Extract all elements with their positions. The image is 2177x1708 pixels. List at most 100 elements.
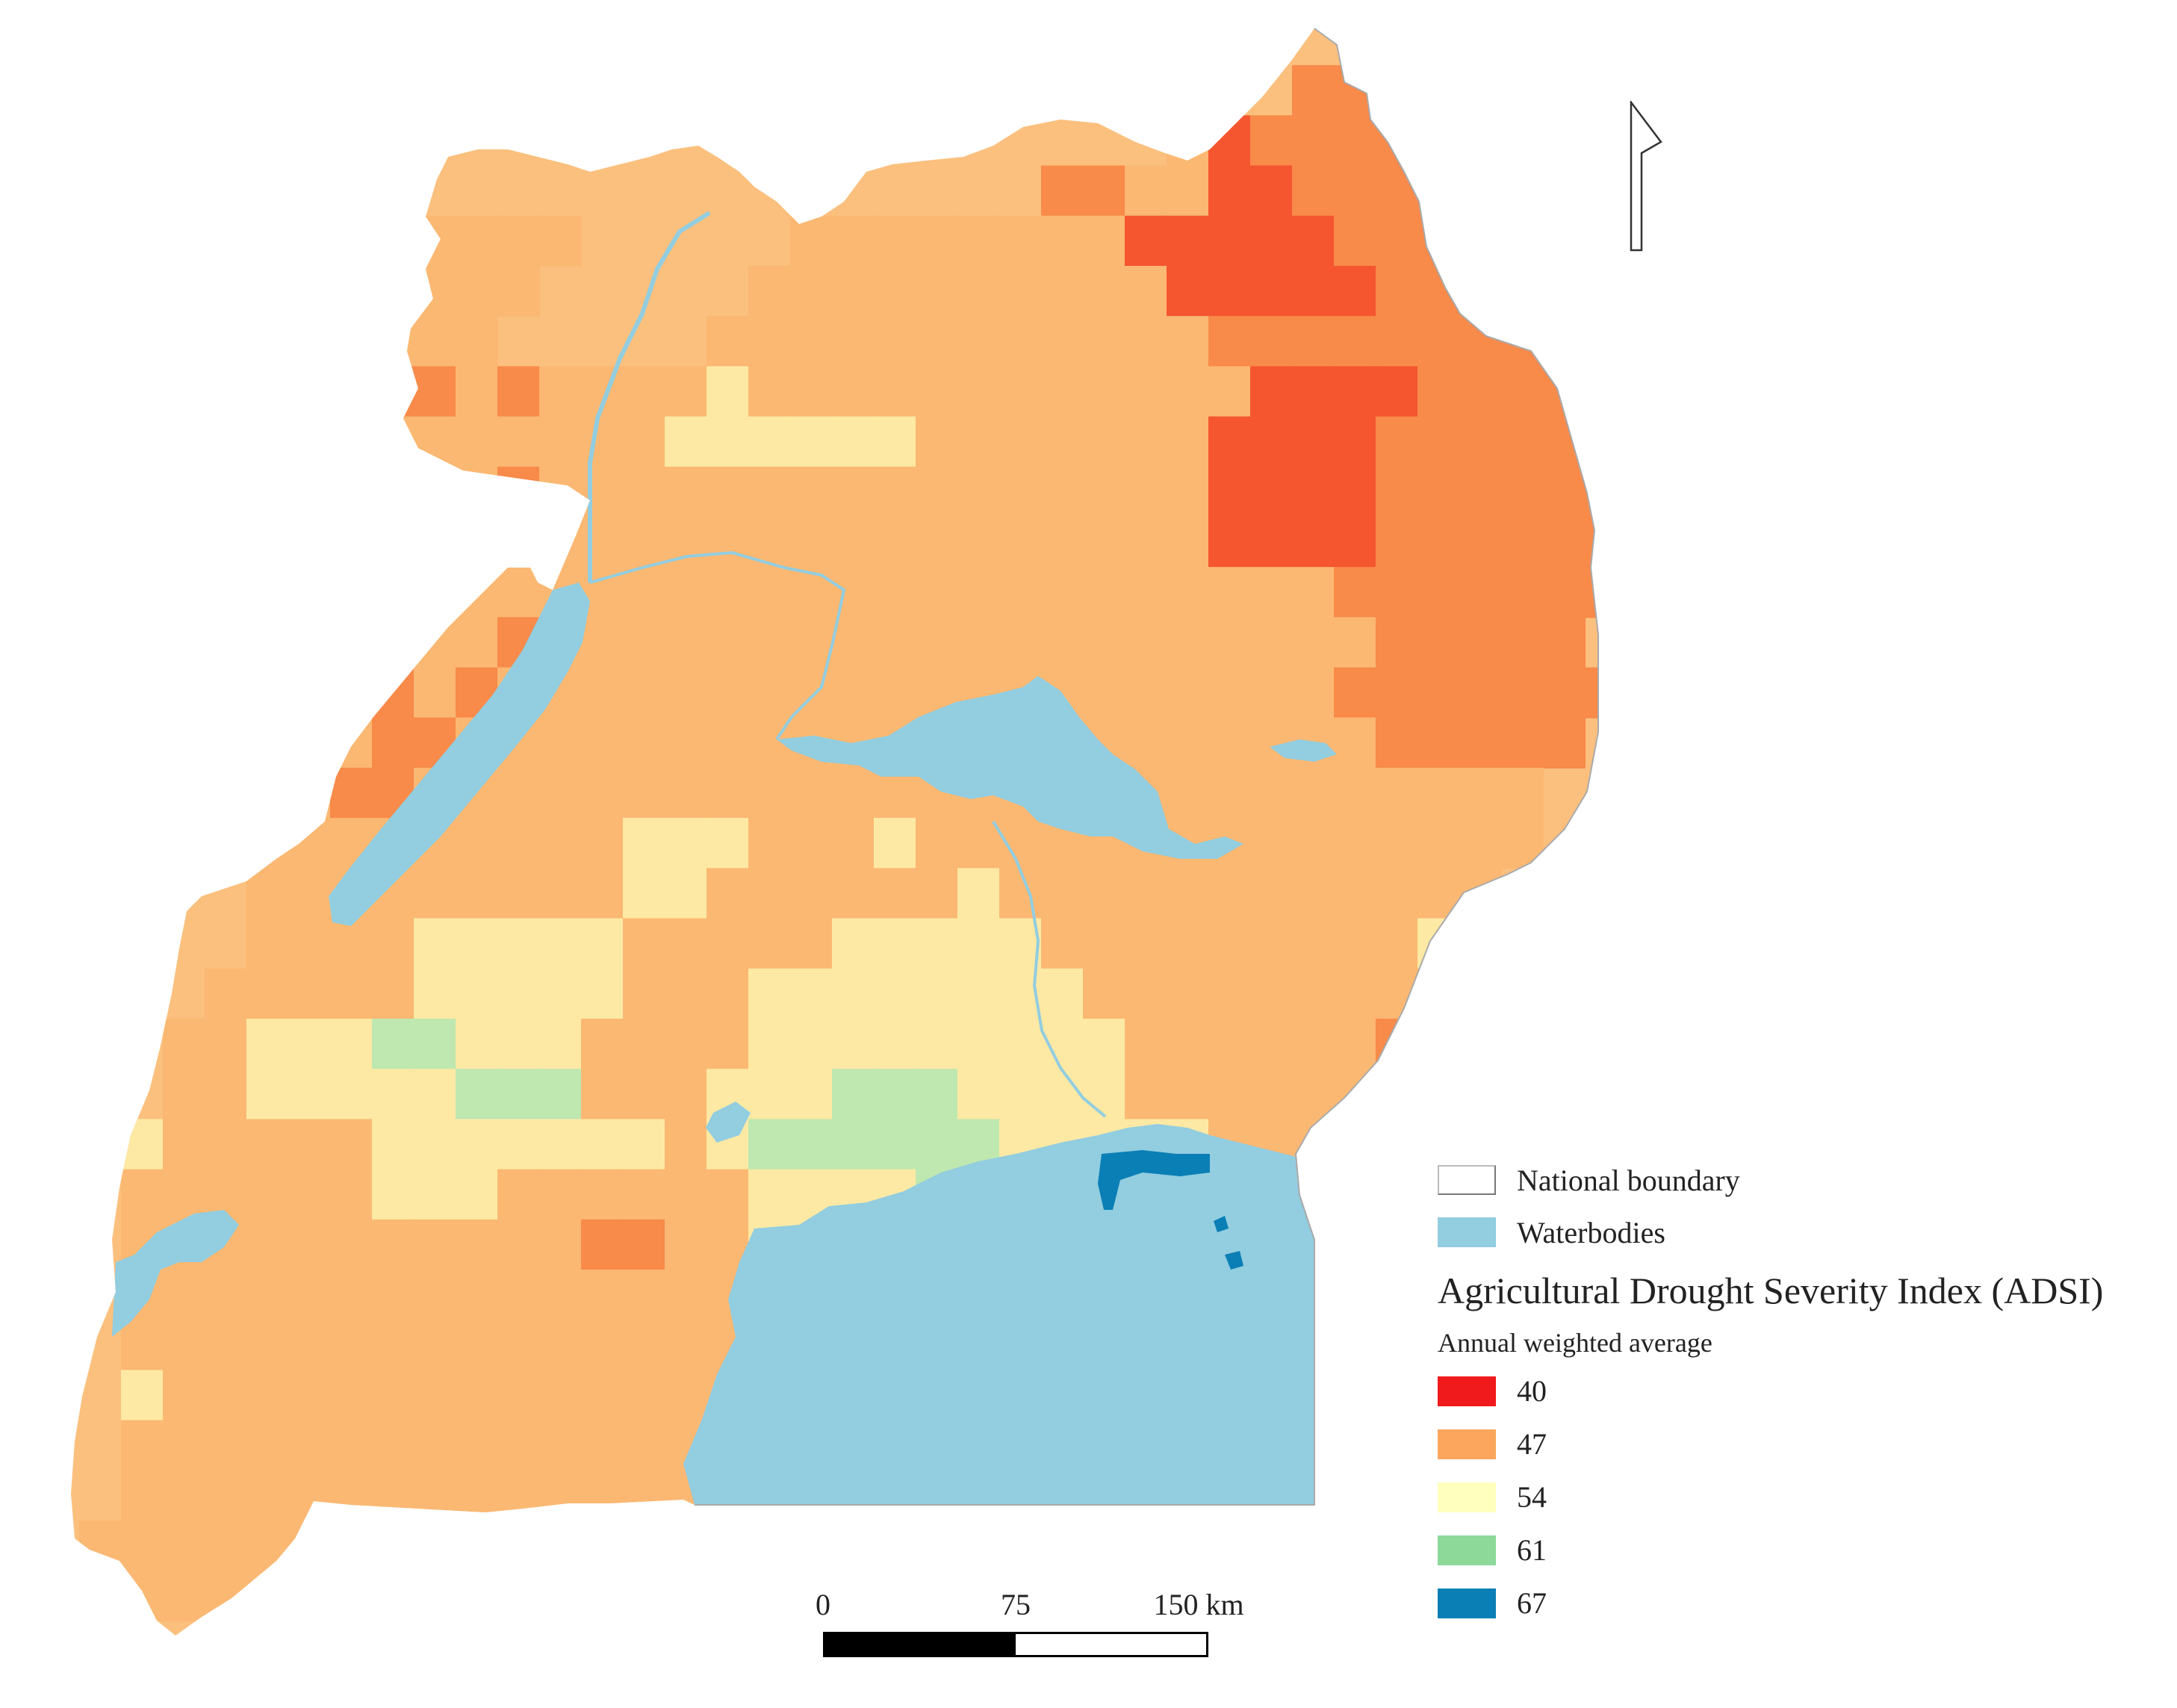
class-value: 61 [1517, 1533, 1547, 1567]
adsi-cell [706, 768, 749, 819]
adsi-cell [456, 1169, 498, 1220]
adsi-cell [1083, 1069, 1125, 1120]
adsi-cell [456, 416, 498, 468]
adsi-cell [163, 1069, 205, 1120]
adsi-cell [665, 617, 707, 668]
adsi-cell [246, 567, 289, 618]
adsi-cell [1167, 366, 1209, 417]
adsi-cell [1125, 1069, 1167, 1120]
adsi-cell [246, 768, 289, 819]
adsi-cell [456, 215, 498, 267]
adsi-cell [246, 1219, 289, 1270]
adsi-cell [1417, 667, 1460, 718]
adsi-cell [372, 1470, 414, 1521]
adsi-cell [1417, 165, 1460, 217]
adsi-cell [832, 215, 875, 267]
adsi-cell [288, 768, 331, 819]
adsi-cell [1376, 466, 1418, 518]
adsi-cell [1334, 266, 1376, 317]
adsi-cell [706, 466, 749, 518]
adsi-cell [246, 968, 289, 1019]
adsi-cell [790, 918, 833, 969]
adsi-cell [874, 266, 916, 317]
adsi-cell [539, 1420, 582, 1471]
adsi-cell [288, 1320, 331, 1371]
adsi-cell [1125, 918, 1167, 969]
adsi-cell [330, 567, 373, 618]
adsi-cell [330, 1019, 373, 1070]
adsi-cell [1334, 215, 1376, 267]
adsi-cell [456, 1320, 498, 1371]
adsi-cell [1334, 667, 1376, 718]
adsi-cell [1167, 768, 1209, 819]
adsi-cell [623, 1320, 665, 1371]
adsi-cell [790, 818, 833, 869]
water-label: Waterbodies [1517, 1215, 1665, 1249]
adsi-cell [456, 1571, 498, 1622]
class-value: 54 [1517, 1480, 1547, 1514]
adsi-cell [832, 316, 875, 367]
adsi-cell [748, 818, 791, 869]
adsi-cell [1250, 115, 1293, 167]
adsi-cell [665, 416, 707, 468]
adsi-cell [706, 316, 749, 367]
adsi-cell [999, 316, 1042, 367]
legend-boundary-row: National boundary [1438, 1154, 2155, 1206]
boundary-label: National boundary [1517, 1163, 1740, 1197]
adsi-cell [706, 818, 749, 869]
adsi-cell [748, 316, 791, 367]
adsi-cell [1501, 717, 1544, 768]
adsi-cell [1417, 868, 1460, 919]
adsi-cell [1125, 1019, 1167, 1070]
adsi-cell [246, 617, 289, 668]
adsi-cell [456, 517, 498, 568]
adsi-cell [414, 316, 456, 367]
adsi-cell [1041, 617, 1084, 668]
adsi-cell [372, 717, 414, 768]
adsi-cell [163, 1119, 205, 1170]
adsi-cell [916, 818, 958, 869]
adsi-cell [665, 1370, 707, 1421]
adsi-cell [1250, 868, 1293, 919]
river-nile [588, 211, 711, 583]
adsi-cell [1459, 818, 1502, 869]
adsi-cell [623, 366, 665, 417]
adsi-cell [706, 667, 749, 718]
adsi-cell [1083, 617, 1125, 668]
adsi-cell [539, 366, 582, 417]
adsi-cell [790, 366, 833, 417]
adsi-cell [832, 617, 875, 668]
adsi-cell [330, 1521, 373, 1572]
adsi-cell [1417, 466, 1460, 518]
adsi-cell [748, 1069, 791, 1120]
adsi-cell [288, 517, 331, 568]
adsi-cell [1250, 316, 1293, 367]
adsi-cell [665, 1219, 707, 1270]
adsi-cell [1501, 617, 1544, 668]
adsi-cell [205, 1420, 247, 1471]
adsi-cell [1250, 818, 1293, 869]
adsi-cell [1041, 517, 1084, 568]
adsi-cell [916, 868, 958, 919]
adsi-cell [1334, 968, 1376, 1019]
adsi-cell [497, 1270, 540, 1321]
adsi-cell [1376, 28, 1418, 66]
adsi-cell [121, 1521, 164, 1572]
adsi-cell [916, 567, 958, 618]
adsi-cell [246, 1370, 289, 1421]
adsi-cell [205, 1119, 247, 1170]
legend-subtitle: Annual weighted average [1438, 1328, 1712, 1358]
adsi-cell [288, 1370, 331, 1421]
adsi-cell [1334, 768, 1376, 819]
adsi-cell [539, 215, 582, 267]
adsi-cell [1459, 165, 1502, 217]
adsi-cell [1125, 567, 1167, 618]
adsi-cell [246, 1470, 289, 1521]
adsi-cell [790, 1119, 833, 1170]
adsi-cell [205, 416, 247, 468]
adsi-cell [497, 466, 540, 518]
adsi-cell [748, 868, 791, 919]
adsi-cell [874, 818, 916, 869]
adsi-cell [832, 868, 875, 919]
adsi-cell [246, 1521, 289, 1572]
